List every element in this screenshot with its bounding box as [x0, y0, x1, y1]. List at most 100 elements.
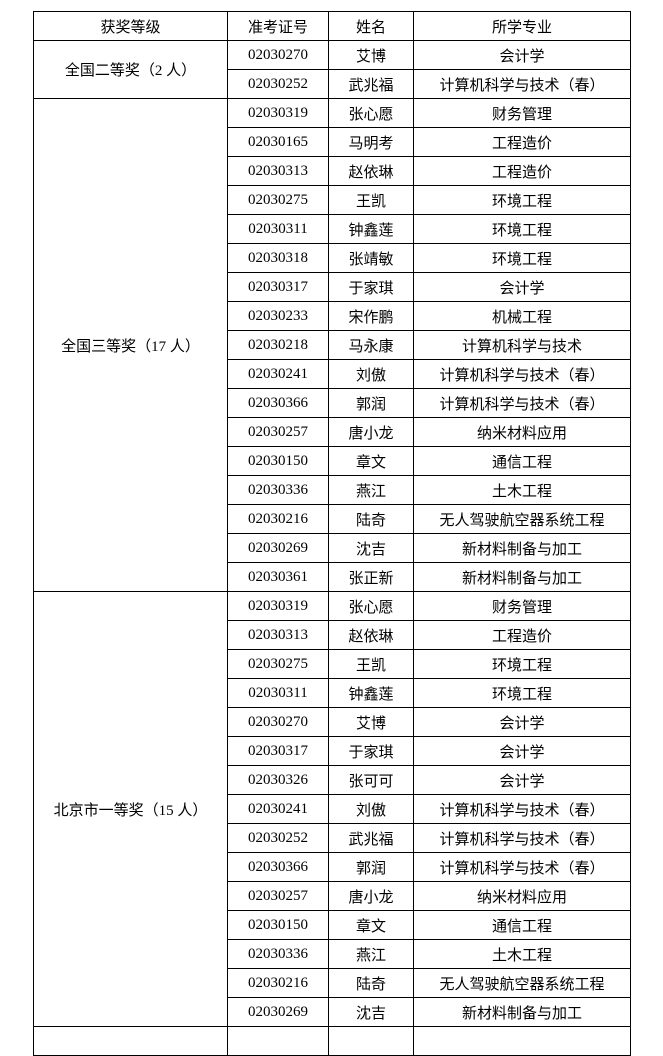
major-cell: 会计学 [413, 736, 631, 766]
exam-id-cell: 02030150 [227, 446, 329, 476]
table-row: 02030218 马永康 计算机科学与技术 [34, 330, 631, 360]
major-cell: 财务管理 [413, 591, 631, 621]
name-cell: 刘傲 [328, 359, 414, 389]
exam-id-cell: 02030241 [227, 359, 329, 389]
table-row: 02030313 赵依琳 工程造价 [34, 156, 631, 186]
name-cell: 燕江 [328, 939, 414, 969]
name-cell: 王凯 [328, 185, 414, 215]
exam-id-cell: 02030275 [227, 649, 329, 679]
exam-id-cell: 02030366 [227, 388, 329, 418]
name-cell: 燕江 [328, 475, 414, 505]
name-cell: 张正新 [328, 562, 414, 592]
major-cell: 通信工程 [413, 910, 631, 940]
exam-id-cell: 02030326 [227, 765, 329, 795]
empty-cell [33, 1026, 228, 1056]
exam-id-cell: 02030270 [227, 707, 329, 737]
exam-id-cell: 02030216 [227, 968, 329, 998]
exam-id-cell: 02030216 [227, 504, 329, 534]
name-cell: 宋作鹏 [328, 301, 414, 331]
table-row: 全国二等奖（2 人） 02030270 艾博 会计学 [33, 40, 631, 99]
exam-id-cell: 02030313 [227, 620, 329, 650]
exam-id-cell: 02030336 [227, 475, 329, 505]
exam-id-cell: 02030317 [227, 272, 329, 302]
major-cell: 计算机科学与技术（春） [413, 69, 631, 99]
header-major: 所学专业 [413, 11, 631, 41]
table-row: 02030336 燕江 土木工程 [34, 939, 631, 969]
exam-id-cell: 02030336 [227, 939, 329, 969]
exam-id-cell: 02030233 [227, 301, 329, 331]
exam-id-cell: 02030270 [227, 40, 329, 70]
name-cell: 钟鑫莲 [328, 678, 414, 708]
table-row: 02030252 武兆福 计算机科学与技术（春） [34, 69, 631, 99]
header-row: 获奖等级 准考证号 姓名 所学专业 [33, 11, 631, 41]
header-name: 姓名 [328, 11, 414, 41]
major-cell: 纳米材料应用 [413, 417, 631, 447]
name-cell: 艾博 [328, 707, 414, 737]
name-cell: 张心愿 [328, 591, 414, 621]
exam-id-cell: 02030275 [227, 185, 329, 215]
exam-id-cell: 02030311 [227, 214, 329, 244]
name-cell: 武兆福 [328, 823, 414, 853]
major-cell: 财务管理 [413, 98, 631, 128]
name-cell: 张心愿 [328, 98, 414, 128]
major-cell: 机械工程 [413, 301, 631, 331]
table-row: 北京市一等奖（15 人） 02030319 张心愿 财务管理 [33, 591, 631, 1027]
major-cell: 工程造价 [413, 620, 631, 650]
name-cell: 章文 [328, 446, 414, 476]
major-cell: 土木工程 [413, 939, 631, 969]
major-cell: 计算机科学与技术（春） [413, 388, 631, 418]
table-row: 02030317 于家琪 会计学 [34, 272, 631, 302]
major-cell: 计算机科学与技术（春） [413, 794, 631, 824]
table-row: 02030275 王凯 环境工程 [34, 185, 631, 215]
table-row: 02030269 沈吉 新材料制备与加工 [34, 997, 631, 1027]
exam-id-cell: 02030218 [227, 330, 329, 360]
major-cell: 会计学 [413, 765, 631, 795]
exam-id-cell: 02030366 [227, 852, 329, 882]
name-cell: 陆奇 [328, 968, 414, 998]
major-cell: 纳米材料应用 [413, 881, 631, 911]
name-cell: 郭润 [328, 852, 414, 882]
major-cell: 会计学 [413, 707, 631, 737]
table-row: 02030275 王凯 环境工程 [34, 649, 631, 679]
name-cell: 赵依琳 [328, 156, 414, 186]
exam-id-cell: 02030317 [227, 736, 329, 766]
name-cell: 钟鑫莲 [328, 214, 414, 244]
major-cell: 无人驾驶航空器系统工程 [413, 504, 631, 534]
table-row: 全国三等奖（17 人） 02030319 张心愿 财务管理 [33, 98, 631, 592]
table-row: 02030216 陆奇 无人驾驶航空器系统工程 [34, 504, 631, 534]
exam-id-cell: 02030313 [227, 156, 329, 186]
major-cell: 环境工程 [413, 649, 631, 679]
major-cell: 工程造价 [413, 156, 631, 186]
exam-id-cell: 02030318 [227, 243, 329, 273]
table-row: 02030270 艾博 会计学 [34, 707, 631, 737]
name-cell: 刘傲 [328, 794, 414, 824]
exam-id-cell: 02030241 [227, 794, 329, 824]
major-cell: 新材料制备与加工 [413, 997, 631, 1027]
name-cell: 唐小龙 [328, 881, 414, 911]
empty-cell [328, 1026, 414, 1056]
table-row: 02030269 沈吉 新材料制备与加工 [34, 533, 631, 563]
empty-cell [227, 1026, 329, 1056]
name-cell: 于家琪 [328, 736, 414, 766]
name-cell: 陆奇 [328, 504, 414, 534]
exam-id-cell: 02030361 [227, 562, 329, 592]
exam-id-cell: 02030150 [227, 910, 329, 940]
major-cell: 环境工程 [413, 243, 631, 273]
major-cell: 通信工程 [413, 446, 631, 476]
major-cell: 会计学 [413, 40, 631, 70]
name-cell: 于家琪 [328, 272, 414, 302]
table-row: 02030165 马明考 工程造价 [34, 127, 631, 157]
name-cell: 唐小龙 [328, 417, 414, 447]
major-cell: 工程造价 [413, 127, 631, 157]
exam-id-cell: 02030311 [227, 678, 329, 708]
award-table: 获奖等级 准考证号 姓名 所学专业 全国二等奖（2 人） 02030270 艾博 会计… [33, 11, 631, 1056]
name-cell: 郭润 [328, 388, 414, 418]
table-row: 02030317 于家琪 会计学 [34, 736, 631, 766]
name-cell: 王凯 [328, 649, 414, 679]
name-cell: 张可可 [328, 765, 414, 795]
major-cell: 计算机科学与技术（春） [413, 823, 631, 853]
exam-id-cell: 02030269 [227, 997, 329, 1027]
name-cell: 张靖敏 [328, 243, 414, 273]
major-cell: 环境工程 [413, 678, 631, 708]
empty-cell [413, 1026, 631, 1056]
